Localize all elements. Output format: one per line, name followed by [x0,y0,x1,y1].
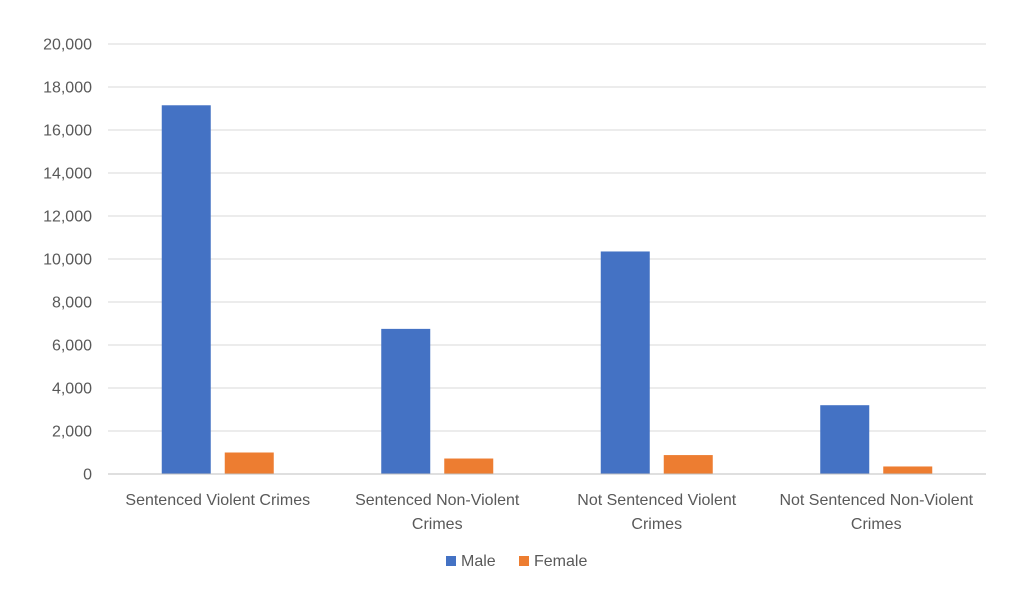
x-category-label-line: Crimes [851,516,902,533]
y-tick-label: 12,000 [43,209,92,226]
x-category-label-line: Not Sentenced Non-Violent [779,492,973,509]
y-tick-label: 18,000 [43,80,92,97]
y-tick-label: 14,000 [43,166,92,183]
bar-male-2 [381,328,431,474]
x-category-label: Sentenced Violent Crimes [125,492,310,509]
x-category-label: Not Sentenced Non-Violent Crimes [779,492,973,533]
legend-swatch-female [519,556,529,566]
y-axis-tick-labels: 0 2,000 4,000 6,000 8,000 10,000 12,000 14,000 1… [43,37,92,484]
x-category-label-line: Crimes [631,516,682,533]
bar-male-1 [161,105,211,475]
y-tick-label: 4,000 [52,381,92,398]
bar-female-1 [224,452,274,474]
x-category-label: Sentenced Non-Violent Crimes [355,492,520,533]
x-category-label-line: Crimes [412,516,463,533]
y-tick-label: 16,000 [43,123,92,140]
bar-female-3 [663,455,713,474]
x-category-label-line: Not Sentenced Violent [577,492,736,509]
x-category-label-line: Sentenced Non-Violent [355,492,520,509]
gridlines [108,43,986,432]
legend-swatch-male [446,556,456,566]
y-tick-label: 2,000 [52,424,92,441]
y-tick-label: 0 [83,467,92,484]
legend-label-male: Male [461,553,496,570]
y-tick-label: 20,000 [43,37,92,54]
y-tick-label: 8,000 [52,295,92,312]
bar-female-2 [444,458,494,474]
x-category-label-line: Sentenced Violent Crimes [125,492,310,509]
bar-male-3 [600,251,650,474]
x-axis-category-labels: Sentenced Violent Crimes Sentenced Non-Vi… [125,492,973,533]
bars [161,105,933,475]
bar-female-4 [883,466,933,474]
y-tick-label: 6,000 [52,338,92,355]
x-category-label: Not Sentenced Violent Crimes [577,492,736,533]
legend: Male Female [446,553,587,570]
legend-label-female: Female [534,553,587,570]
y-tick-label: 10,000 [43,252,92,269]
bar-male-4 [820,405,870,474]
